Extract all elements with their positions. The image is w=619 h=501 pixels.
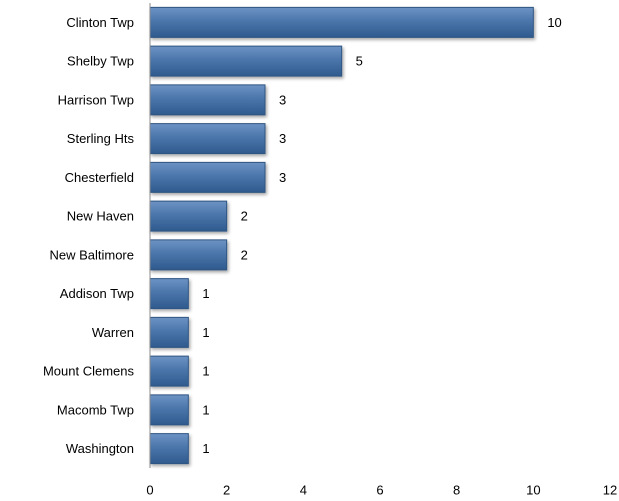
- value-labels: 10 5 3 3 3 2 2 1 1 1 1 1: [202, 15, 561, 456]
- data-label: 2: [241, 247, 248, 262]
- x-axis-tick-labels: 0 2 4 6 8 10 12: [146, 483, 617, 498]
- data-label: 1: [202, 402, 209, 417]
- data-label: 3: [279, 92, 286, 107]
- x-tick-label: 6: [376, 483, 383, 498]
- category-labels: Clinton Twp Shelby Twp Harrison Twp Sterlin…: [43, 15, 135, 456]
- x-tick-label: 0: [146, 483, 153, 498]
- x-tick-label: 8: [453, 483, 460, 498]
- x-tick-label: 4: [300, 483, 307, 498]
- category-label: New Baltimore: [49, 247, 134, 262]
- category-label: Macomb Twp: [57, 402, 134, 417]
- bar-shelby-twp: [149, 45, 343, 77]
- data-label: 5: [356, 54, 363, 69]
- bar-washington: [149, 433, 189, 465]
- bar-warren: [149, 316, 189, 348]
- data-label: 2: [241, 209, 248, 224]
- category-label: Shelby Twp: [67, 54, 134, 69]
- category-label: Warren: [92, 325, 134, 340]
- data-label: 1: [202, 364, 209, 379]
- bar-clinton-twp: [149, 6, 534, 38]
- x-tick-label: 2: [223, 483, 230, 498]
- category-label: New Haven: [67, 209, 134, 224]
- category-label: Washington: [66, 441, 134, 456]
- bar-chesterfield: [149, 161, 266, 193]
- data-label: 1: [202, 286, 209, 301]
- data-label: 3: [279, 131, 286, 146]
- bar-sterling-hts: [149, 123, 266, 155]
- category-label: Addison Twp: [60, 286, 134, 301]
- category-label: Sterling Hts: [67, 131, 135, 146]
- x-tick-label: 10: [526, 483, 540, 498]
- bar-mount-clemens: [149, 355, 189, 387]
- bars-group: [149, 6, 534, 465]
- data-label: 10: [547, 15, 561, 30]
- data-label: 1: [202, 441, 209, 456]
- category-label: Chesterfield: [65, 170, 134, 185]
- bar-addison-twp: [149, 278, 189, 310]
- x-tick-label: 12: [603, 483, 617, 498]
- data-label: 3: [279, 170, 286, 185]
- data-label: 1: [202, 325, 209, 340]
- bar-new-baltimore: [149, 239, 228, 271]
- bar-harrison-twp: [149, 84, 266, 116]
- category-label: Mount Clemens: [43, 364, 135, 379]
- bar-new-haven: [149, 200, 228, 232]
- category-label: Clinton Twp: [66, 15, 134, 30]
- bar-macomb-twp: [149, 394, 189, 426]
- category-label: Harrison Twp: [58, 92, 134, 107]
